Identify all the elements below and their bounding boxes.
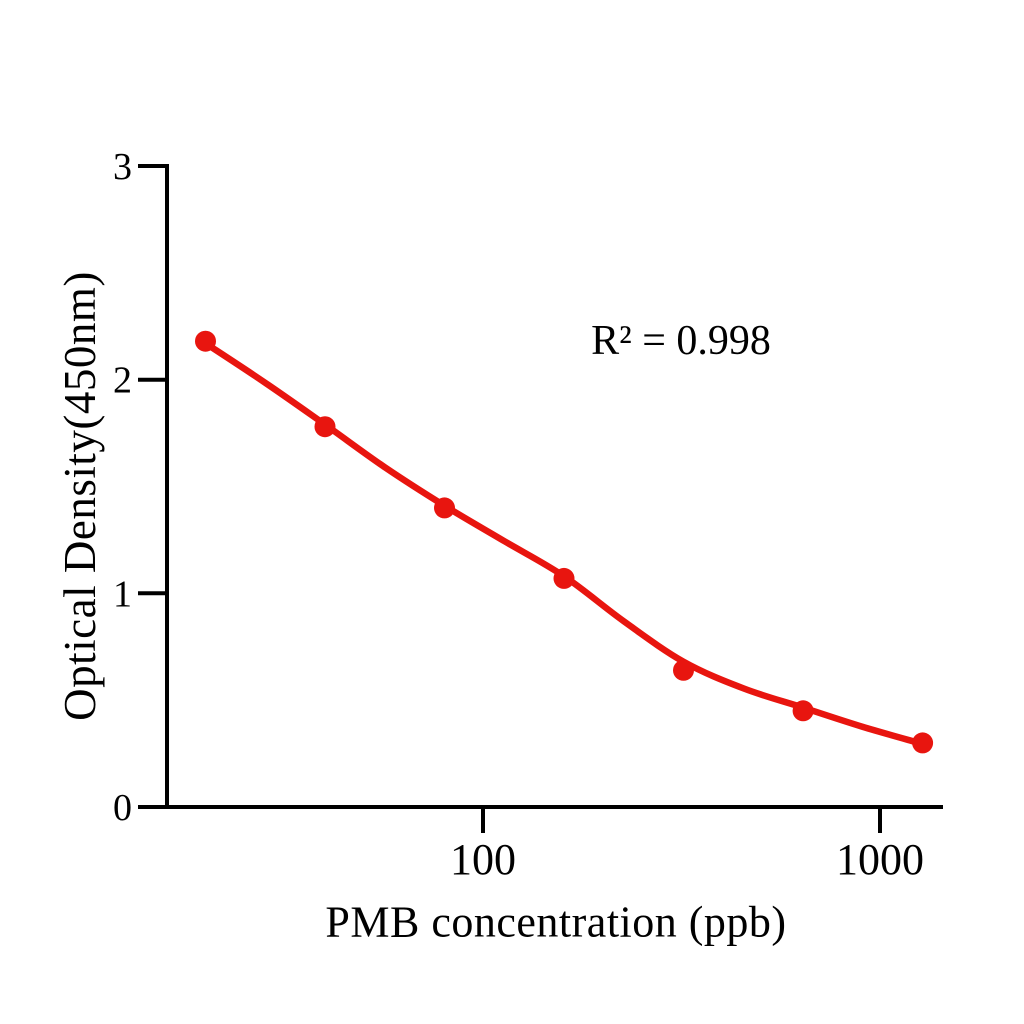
data-point-marker xyxy=(912,732,934,754)
data-point-marker xyxy=(195,330,216,352)
y-tick-label: 1 xyxy=(113,573,132,615)
x-tick-label: 1000 xyxy=(836,835,924,884)
fit-curve-line xyxy=(202,340,926,748)
y-tick-label: 3 xyxy=(113,146,132,188)
y-tick-label: 0 xyxy=(113,787,132,829)
data-point-marker xyxy=(434,497,455,519)
x-tick-label: 100 xyxy=(450,835,516,884)
y-axis-title: Optical Density(450nm) xyxy=(55,271,105,721)
data-point-marker xyxy=(673,659,694,681)
y-tick-label: 2 xyxy=(113,360,132,402)
x-axis-title: PMB concentration (ppb) xyxy=(325,897,787,947)
data-point-marker xyxy=(792,700,814,722)
data-point-marker xyxy=(314,416,336,438)
r-squared-annotation: R² = 0.998 xyxy=(591,318,771,364)
data-point-marker xyxy=(553,567,575,589)
